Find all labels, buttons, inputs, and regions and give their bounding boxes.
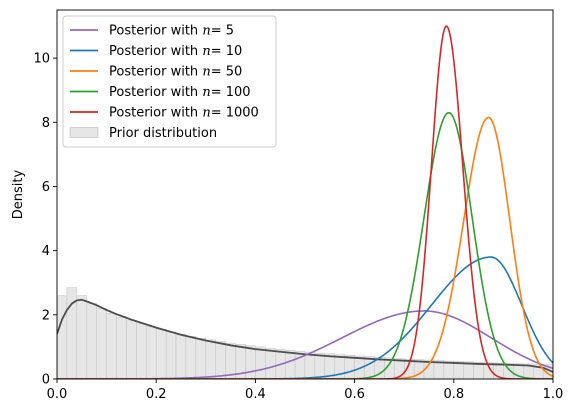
prior-histogram-bar [76,295,87,379]
axes-frame [56,9,554,380]
posterior-line-3 [57,116,553,379]
y-axis-label: Density [11,169,26,219]
legend-swatch-prior [69,127,99,138]
legend-label: Posterior with n= 50 [109,65,242,80]
x-tick-label: 0.8 [443,387,464,402]
prior-density-line [57,298,553,373]
prior-histogram-bar [86,303,97,379]
legend-label: Posterior with n= 1000 [109,106,259,121]
prior-histogram-bar [255,346,266,379]
prior-histogram-bar [304,351,316,379]
prior-histogram-bar [165,331,177,379]
plot-area [57,25,553,379]
prior-histogram-bar [195,338,207,379]
prior-histogram-bar [215,341,226,379]
y-tick-label: 6 [42,180,50,195]
legend-label: Posterior with n= 5 [109,24,234,39]
y-tick-label: 8 [42,116,50,131]
y-tick-label: 2 [42,308,50,323]
prior-histogram-bar [96,308,107,379]
legend-label: Posterior with n= 100 [109,85,251,100]
prior-histogram-bar [542,364,553,379]
legend-box [62,15,277,148]
prior-histogram-bar [175,333,187,379]
prior-histogram-bar [155,329,167,379]
y-tick-label: 4 [42,244,50,259]
prior-histogram-bar [314,352,326,379]
x-tick-label: 0.4 [245,387,266,402]
posterior-line-5 [57,25,553,379]
prior-histogram-bar [136,323,147,379]
prior-histogram-bar [344,355,355,379]
axes: 0.0 0.2 0.4 0.6 0.8 1.0 0 2 4 6 8 10 Density [11,9,564,402]
x-tick-label: 0.6 [344,387,365,402]
y-tick-label: 0 [42,373,50,388]
legend-label-prior: Prior distribution [109,126,217,141]
x-tick-label: 0.2 [146,387,167,402]
prior-histogram-bar [116,316,127,379]
x-tick-label: 1.0 [543,387,564,402]
x-tick-label: 0.0 [47,387,68,402]
y-tick-label: 10 [33,52,50,67]
prior-histogram-bar [57,295,68,379]
legend: Posterior with n= 5 Posterior with n= 10 P… [62,15,277,148]
legend-label: Posterior with n= 10 [109,44,242,59]
prior-histogram-bar [146,326,157,379]
prior-histogram-bar [126,320,137,379]
prior-histogram-bar [185,336,197,379]
posterior-line-4 [57,111,553,379]
prior-histogram-bar [245,345,256,379]
prior-histogram-bar [265,347,276,379]
prior-histogram-bar [284,349,296,379]
prior-histogram-bar [106,313,117,379]
prior-histogram-bar [205,339,216,379]
